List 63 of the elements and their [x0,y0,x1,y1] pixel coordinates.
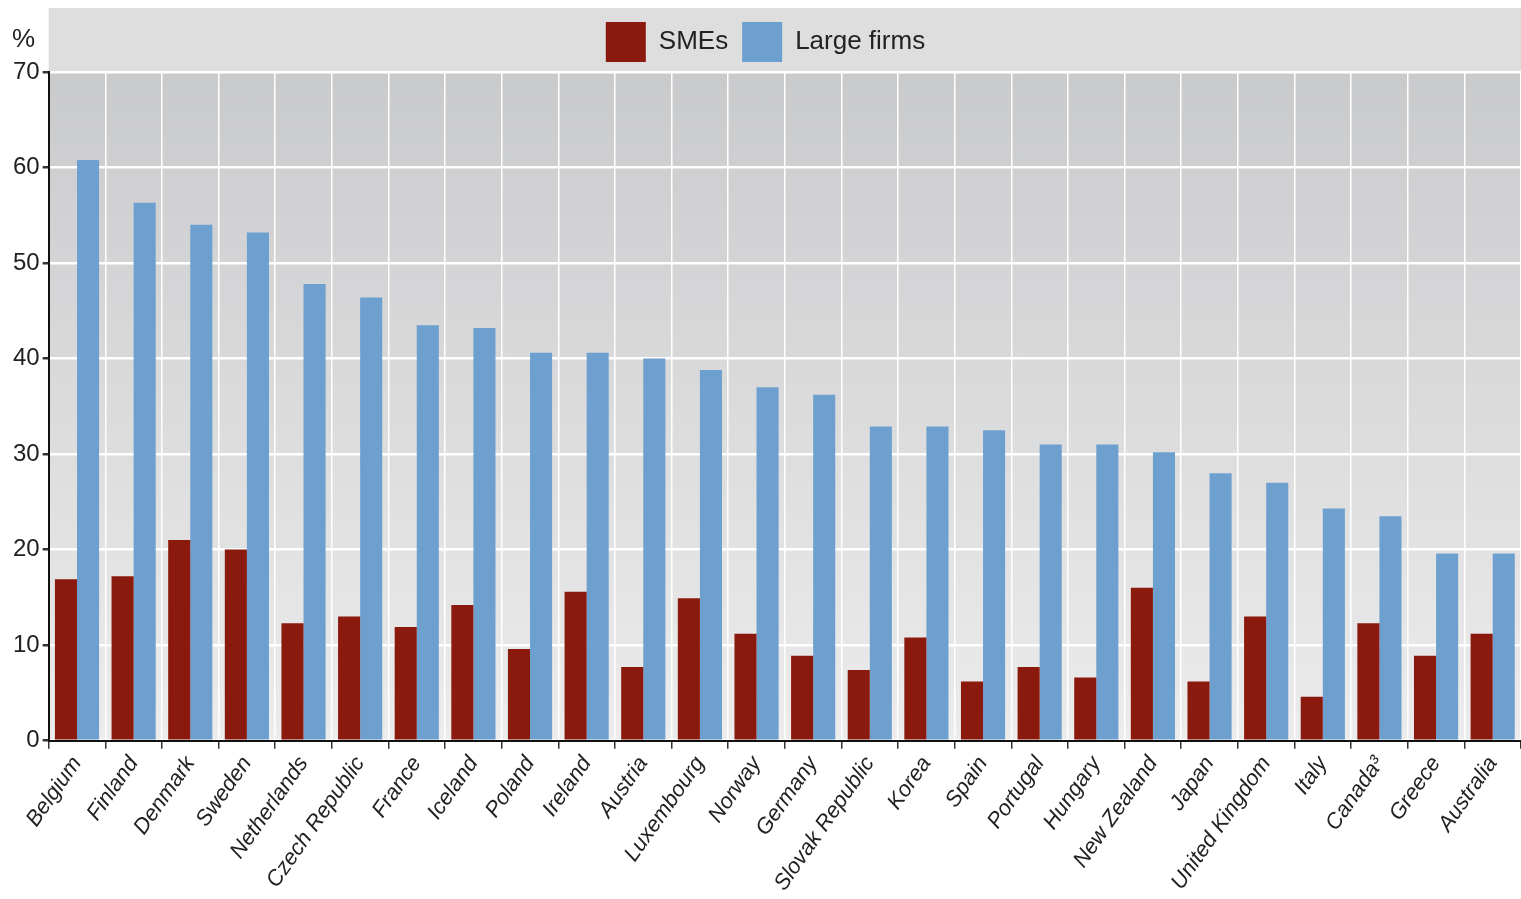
bar [699,370,722,740]
y-tick-label: 30 [12,438,40,466]
bar [54,579,78,740]
y-tick-label: 20 [12,534,40,562]
bar [77,159,100,740]
bar [1266,482,1289,740]
bar [1357,623,1380,740]
bar [904,637,927,740]
y-tick-label: 10 [12,629,40,657]
bar [190,224,213,740]
bar [281,623,304,740]
bar [1209,473,1232,740]
bar [960,681,984,740]
bar [133,202,156,740]
bar [621,667,644,740]
bar [813,394,836,740]
bar [1244,616,1267,740]
bar [451,605,474,740]
y-tick-label: 50 [12,247,40,275]
bar [360,297,383,740]
bar [1039,444,1062,740]
y-tick-label: 40 [12,343,40,371]
bar [847,669,870,740]
bar [1322,508,1345,740]
bar [1074,677,1097,740]
bar [1152,452,1176,740]
bar [734,633,757,740]
bar [564,591,587,740]
bar [111,576,134,740]
y-tick-label: 0 [26,725,40,753]
bar [530,352,553,740]
bar [507,648,531,740]
bar [1470,633,1493,740]
y-tick-label: 70 [12,56,40,84]
bar [1379,516,1402,740]
bar [643,358,666,740]
bar [1187,681,1210,740]
bar [1096,444,1119,740]
bar [983,430,1006,740]
bar [1436,553,1459,740]
bar [586,352,609,740]
y-axis-title: % [12,23,36,54]
bar [1492,553,1515,740]
legend-label: SMEs [658,25,729,56]
bar [1300,696,1323,740]
bar [926,426,949,740]
bar [1130,587,1153,740]
bar [677,598,700,740]
bar [1413,655,1437,740]
bar [246,232,269,740]
bar [394,626,417,740]
bar [168,540,191,740]
legend-label: Large firms [795,25,926,56]
bar [1017,667,1040,740]
bar [869,426,892,740]
bar [791,655,814,740]
bar [224,549,247,740]
y-tick-label: 60 [12,152,40,180]
bar [338,616,361,740]
bar [416,325,439,740]
bar [473,327,496,740]
bar [303,284,326,740]
bar [756,387,779,740]
